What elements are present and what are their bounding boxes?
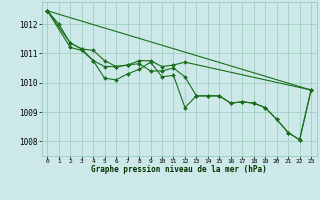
X-axis label: Graphe pression niveau de la mer (hPa): Graphe pression niveau de la mer (hPa)	[91, 165, 267, 174]
